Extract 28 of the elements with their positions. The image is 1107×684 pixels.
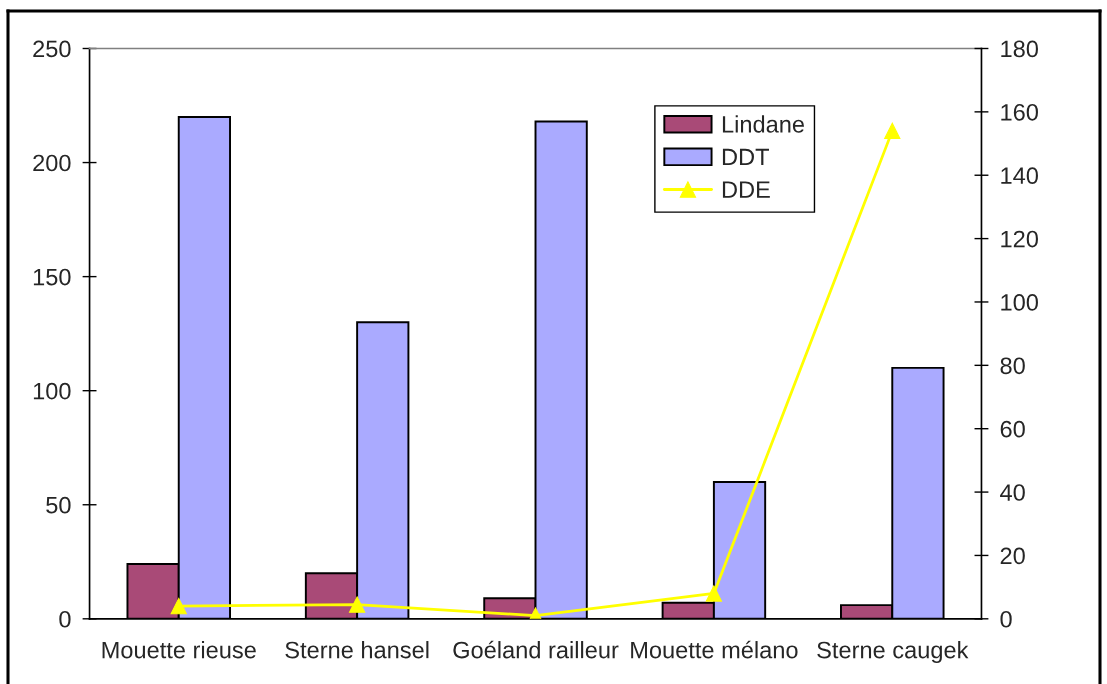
x-tick-label: Sterne caugek — [817, 641, 969, 664]
point — [348, 596, 366, 613]
y-tick-label: 250 — [33, 40, 71, 58]
y2-tick-label: 20 — [1000, 547, 1025, 565]
y2-tick-label: 120 — [1001, 230, 1038, 248]
x-tick-label: Mouette rieuse — [102, 641, 256, 659]
y2-tick-label: 0 — [1000, 610, 1012, 628]
y-tick-label: 0 — [59, 610, 71, 628]
legend-label: Lindane — [722, 115, 804, 133]
x-tick-label: Goéland railleur — [453, 640, 619, 659]
y2-tick-label: 140 — [1001, 167, 1038, 185]
x-tick-label: Mouette mélano — [631, 640, 798, 659]
y-tick-label: 200 — [33, 154, 71, 172]
y-tick-label: 100 — [33, 382, 71, 400]
x-tick-label: Sterne hansel — [285, 641, 429, 659]
legend-label: DDE — [722, 181, 770, 198]
legend-label: DDT — [722, 148, 769, 166]
y2-tick-label: 80 — [1000, 357, 1025, 375]
point — [170, 597, 187, 615]
y-tick-label: 150 — [33, 268, 71, 286]
y2-tick-label: 60 — [1000, 420, 1025, 438]
y2-tick-label: 180 — [1001, 40, 1038, 58]
y2-tick-label: 40 — [1000, 484, 1025, 501]
y2-tick-label: 160 — [1001, 103, 1038, 121]
point — [705, 585, 723, 602]
y-tick-label: 50 — [46, 496, 71, 514]
y2-tick-label: 100 — [1001, 294, 1038, 311]
point — [884, 122, 901, 140]
